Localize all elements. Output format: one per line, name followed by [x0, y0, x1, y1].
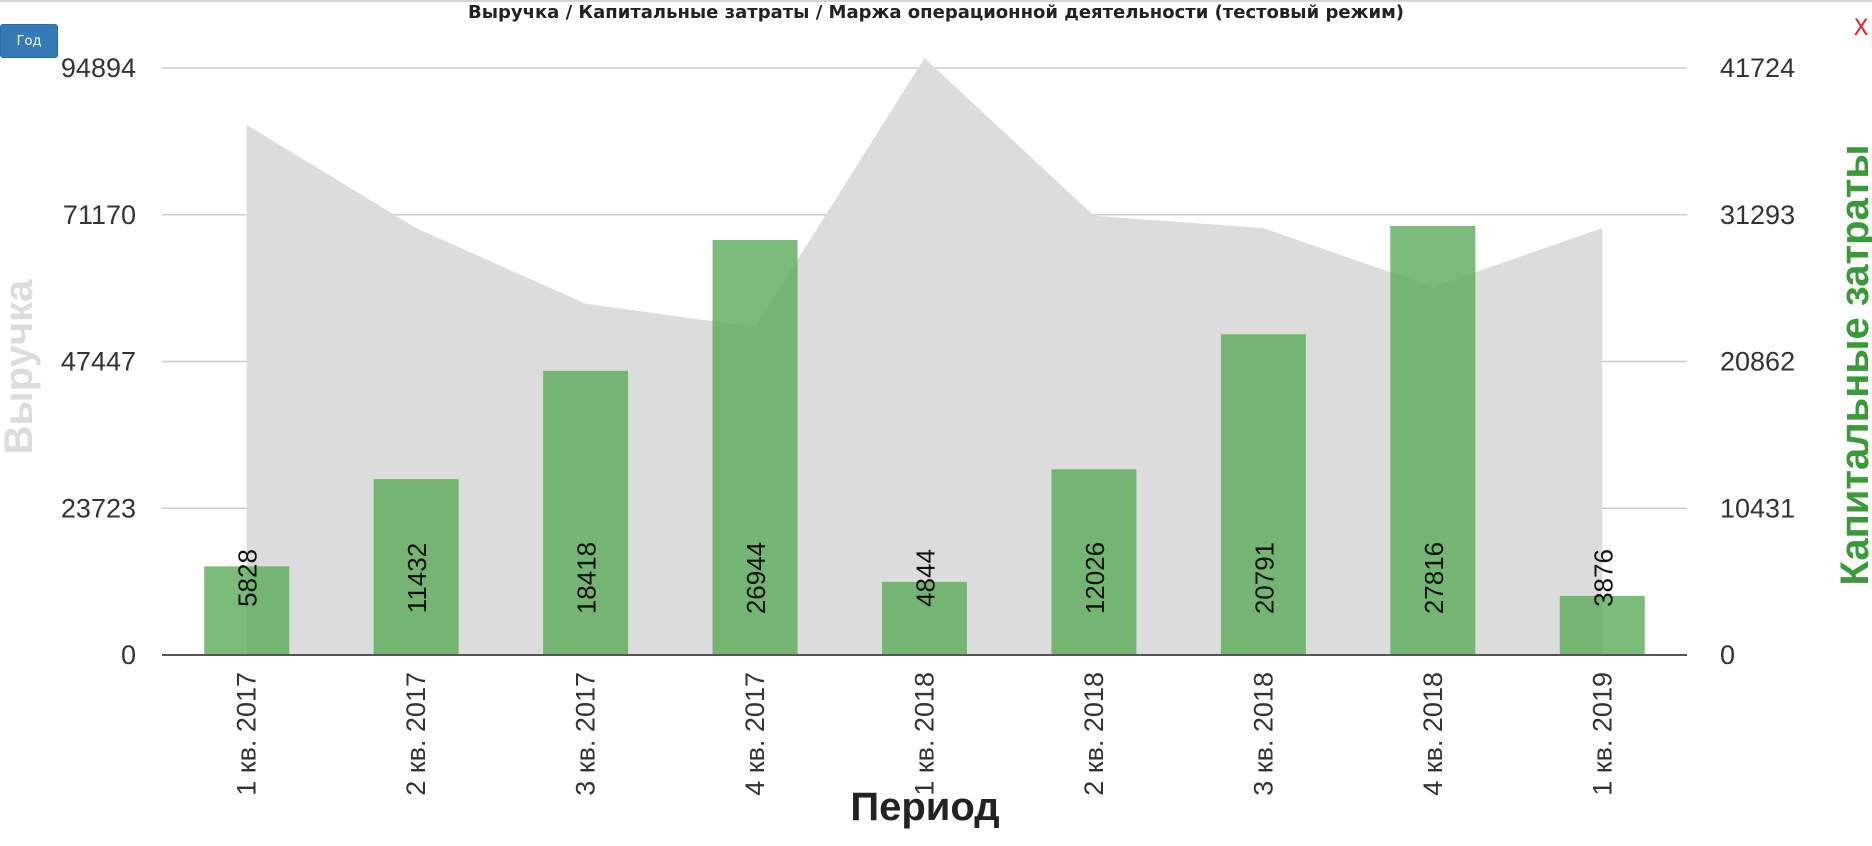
year-button[interactable]: Год: [0, 24, 58, 58]
x-tick-label: 1 кв. 2018: [910, 672, 940, 796]
bar-value-label: 12026: [1080, 542, 1110, 614]
capex-bar-layer: [204, 225, 1645, 655]
right-axis-ticks: 0 10431 20862 31293 41724: [1720, 53, 1795, 670]
capex-bar[interactable]: [204, 566, 290, 655]
bar-value-label: 26944: [741, 542, 771, 614]
bar-value-label: 18418: [572, 542, 602, 614]
close-icon[interactable]: X: [1853, 16, 1869, 41]
x-axis-ticks: 1 кв. 2017 2 кв. 2017 3 кв. 2017 4 кв. 2017…: [232, 672, 1618, 796]
right-tick-label: 0: [1720, 640, 1735, 670]
bar-value-label: 11432: [402, 543, 432, 613]
capex-bar[interactable]: [712, 239, 798, 655]
x-axis-title: Период: [850, 785, 999, 829]
bar-value-label: 4844: [911, 549, 941, 607]
left-tick-label: 94894: [61, 53, 136, 83]
bar-value-label: 20791: [1249, 542, 1279, 614]
capex-bar[interactable]: [1559, 595, 1645, 655]
left-tick-label: 23723: [61, 493, 136, 523]
left-axis-title: Выручка: [0, 279, 41, 454]
right-tick-label: 41724: [1720, 53, 1795, 83]
right-tick-label: 10431: [1720, 493, 1795, 523]
right-tick-label: 20862: [1720, 347, 1795, 377]
left-tick-label: 47447: [61, 347, 136, 377]
x-tick-label: 3 кв. 2018: [1248, 672, 1278, 796]
capex-bar[interactable]: [1220, 334, 1306, 655]
bar-value-label: 27816: [1419, 542, 1449, 614]
left-tick-label: 71170: [63, 200, 136, 230]
capex-bar[interactable]: [373, 479, 459, 655]
capex-bar[interactable]: [882, 581, 967, 655]
top-border: [0, 0, 1872, 2]
x-tick-label: 4 кв. 2018: [1418, 672, 1448, 796]
capex-bar[interactable]: [1390, 225, 1476, 655]
right-tick-label: 31293: [1720, 200, 1795, 230]
x-tick-label: 4 кв. 2017: [740, 672, 770, 796]
x-tick-label: 3 кв. 2017: [571, 672, 601, 796]
x-tick-label: 2 кв. 2018: [1079, 672, 1109, 796]
left-axis-ticks: 0 23723 47447 71170 94894: [61, 53, 136, 670]
x-tick-label: 2 кв. 2017: [401, 672, 431, 796]
left-tick-label: 0: [121, 640, 136, 670]
capex-bar[interactable]: [543, 370, 629, 655]
chart-title: Выручка / Капитальные затраты / Маржа оп…: [467, 2, 1405, 23]
x-tick-label: 1 кв. 2017: [232, 672, 262, 796]
bar-value-label: 5828: [233, 549, 263, 607]
x-tick-label: 1 кв. 2019: [1587, 672, 1617, 796]
right-axis-title: Капитальные затраты: [1833, 144, 1872, 585]
capex-bar[interactable]: [1051, 469, 1137, 655]
bar-value-label: 3876: [1588, 549, 1618, 607]
bar-value-labels: 5828 11432 18418 26944 4844 12026 20791 27816 38…: [233, 542, 1619, 614]
